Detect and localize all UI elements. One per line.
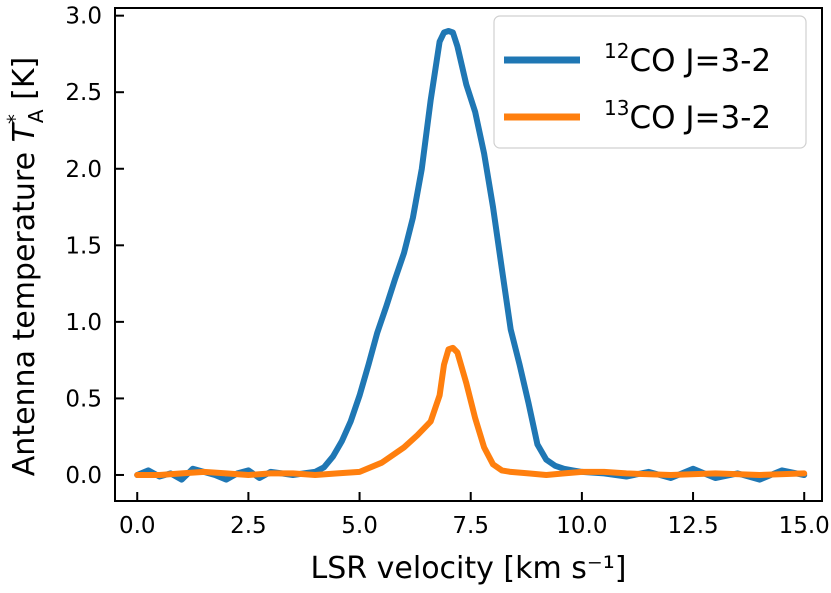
x-tick-label: 5.0	[341, 513, 378, 539]
legend-label-12co-sup: 12	[604, 39, 629, 63]
y-tick-label: 2.5	[65, 80, 102, 106]
x-tick-label: 12.5	[667, 513, 718, 539]
legend-label-13co-main: CO J=3-2	[629, 100, 771, 136]
x-tick-label: 0.0	[119, 513, 156, 539]
y-axis-label-prefix: Antenna temperature	[7, 142, 42, 476]
y-axis-label-symbol: T	[7, 121, 42, 142]
series-line-13co	[134, 344, 808, 478]
y-axis-label-superscript: *	[3, 114, 27, 124]
y-tick-label: 1.0	[65, 310, 102, 336]
y-tick-label: 1.5	[65, 233, 102, 259]
y-axis-label-subscript: A	[24, 109, 48, 123]
y-tick-label: 3.0	[65, 4, 102, 30]
series-layer	[134, 28, 808, 483]
legend-label-12co-main: CO J=3-2	[629, 43, 771, 79]
legend-label-13co-sup: 13	[604, 96, 629, 120]
y-tick-label: 0.5	[65, 386, 102, 412]
x-tick-label: 10.0	[556, 513, 607, 539]
legend: 12CO J=3-2 13CO J=3-2	[493, 15, 807, 149]
ticks-layer: 0.0 2.5 5.0 7.5 10.0 12.5 15.0 0.0 0.5 1.0 1.5 2.0 2…	[65, 4, 829, 539]
y-axis-label-suffix: [K]	[7, 57, 42, 110]
x-tick-label: 2.5	[230, 513, 267, 539]
x-tick-label: 15.0	[779, 513, 830, 539]
x-axis-label: LSR velocity [km s⁻¹]	[311, 551, 627, 586]
y-axis-label: Antenna temperature T*A [K]	[3, 57, 48, 476]
legend-label-13co: 13CO J=3-2	[604, 96, 771, 136]
y-tick-label: 0.0	[65, 463, 102, 489]
legend-label-12co: 12CO J=3-2	[604, 39, 771, 79]
y-tick-label: 2.0	[65, 157, 102, 183]
x-tick-label: 7.5	[452, 513, 489, 539]
plot-frame	[114, 7, 823, 502]
